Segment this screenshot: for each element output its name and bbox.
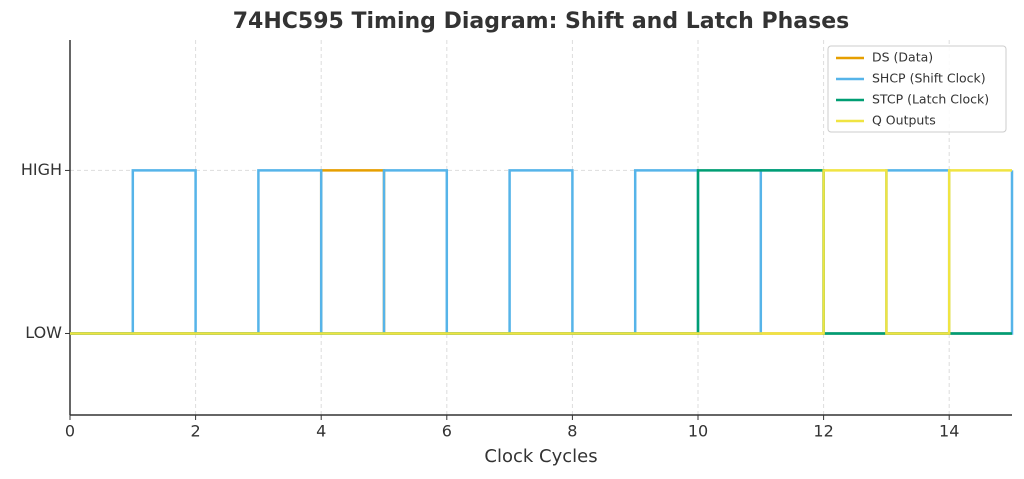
y-tick-label: HIGH	[21, 160, 62, 179]
signal-line	[70, 169, 1014, 335]
x-tick-label: 12	[813, 422, 833, 441]
legend-label: SHCP (Shift Clock)	[872, 71, 986, 86]
legend-box	[827, 45, 1007, 133]
legend-label: STCP (Latch Clock)	[872, 92, 989, 107]
chart-title: 74HC595 Timing Diagram: Shift and Latch …	[233, 9, 850, 34]
x-tick-label: 4	[316, 422, 326, 441]
signal-line	[70, 169, 1012, 335]
x-tick-label: 0	[65, 422, 75, 441]
signal-line	[70, 169, 1012, 335]
legend-label: DS (Data)	[872, 50, 933, 65]
x-tick-label: 8	[567, 422, 577, 441]
legend-label: Q Outputs	[872, 113, 936, 128]
x-tick-label: 6	[442, 422, 452, 441]
y-tick-label: LOW	[25, 323, 62, 342]
x-axis-label: Clock Cycles	[484, 446, 597, 467]
x-tick-label: 14	[939, 422, 959, 441]
x-tick-label: 10	[688, 422, 708, 441]
signal-line	[70, 169, 1012, 335]
x-tick-label: 2	[191, 422, 201, 441]
